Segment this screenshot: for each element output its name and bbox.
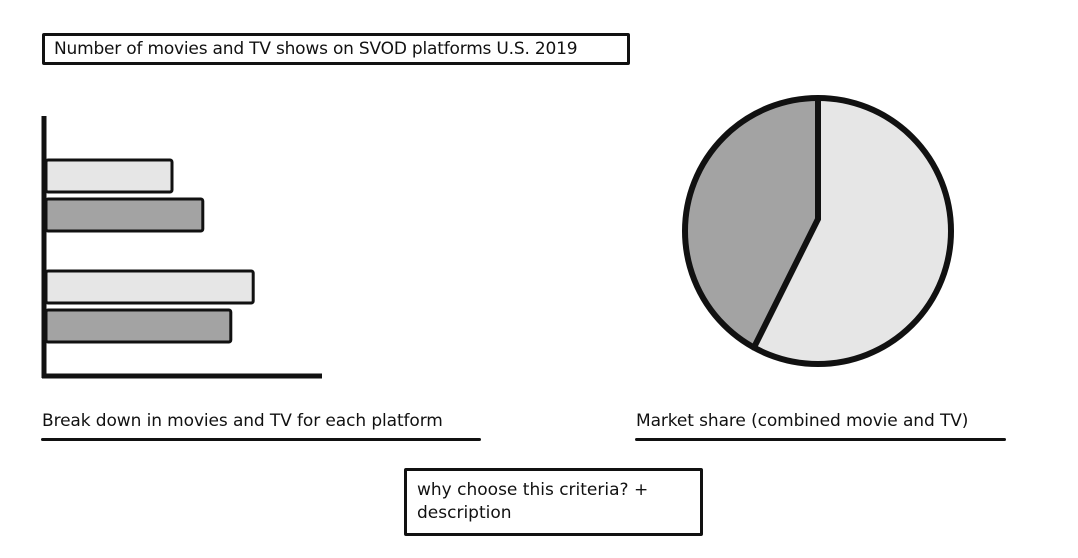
bar-marks — [44, 158, 255, 344]
description-note: why choose this criteria? + description — [404, 468, 703, 536]
description-note-text: why choose this criteria? + description — [417, 480, 649, 523]
pie-divider-2 — [750, 216, 821, 351]
bar-chart-caption-underline — [41, 438, 481, 441]
bar-group-2-series-2 — [44, 308, 233, 344]
pie-chart — [682, 95, 954, 367]
pie-dividers — [750, 95, 821, 351]
pie-chart-caption: Market share (combined movie and TV) — [636, 411, 969, 431]
bar-chart-caption: Break down in movies and TV for each pla… — [42, 411, 443, 431]
bar-chart — [41, 116, 322, 379]
page-title-text: Number of movies and TV shows on SVOD pl… — [54, 39, 578, 59]
page-title: Number of movies and TV shows on SVOD pl… — [42, 33, 630, 65]
pie-slice-1 — [753, 98, 951, 364]
bar-group-1-series-2 — [44, 197, 205, 233]
pie-chart-caption-underline — [635, 438, 1006, 441]
bar-group-1-series-1 — [44, 158, 174, 194]
bar-group-2-series-1 — [44, 269, 255, 305]
